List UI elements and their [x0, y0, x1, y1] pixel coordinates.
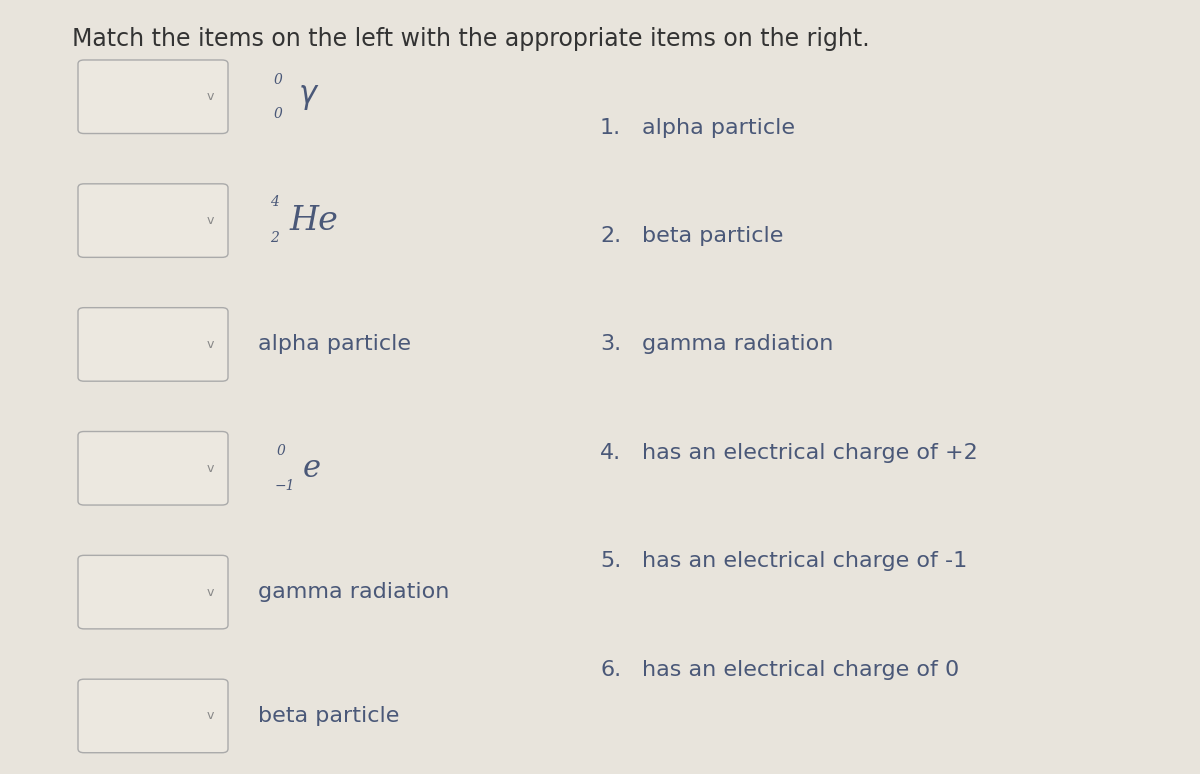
Text: 4.: 4.	[600, 443, 622, 463]
Text: gamma radiation: gamma radiation	[258, 582, 449, 602]
FancyBboxPatch shape	[78, 680, 228, 752]
FancyBboxPatch shape	[78, 432, 228, 505]
FancyBboxPatch shape	[78, 307, 228, 381]
Text: 0: 0	[274, 73, 283, 87]
Text: He: He	[289, 204, 338, 237]
Text: 1.: 1.	[600, 118, 622, 138]
Text: 2: 2	[270, 231, 280, 245]
Text: 5.: 5.	[600, 551, 622, 571]
Text: v: v	[206, 462, 214, 474]
Text: beta particle: beta particle	[258, 706, 400, 726]
Text: alpha particle: alpha particle	[642, 118, 796, 138]
Text: v: v	[206, 586, 214, 598]
Text: gamma radiation: gamma radiation	[642, 334, 833, 354]
Text: has an electrical charge of 0: has an electrical charge of 0	[642, 659, 959, 680]
Text: 4: 4	[270, 195, 280, 209]
FancyBboxPatch shape	[78, 556, 228, 628]
Text: 0: 0	[274, 107, 283, 121]
FancyBboxPatch shape	[78, 184, 228, 257]
Text: alpha particle: alpha particle	[258, 334, 410, 354]
FancyBboxPatch shape	[78, 60, 228, 133]
Text: v: v	[206, 338, 214, 351]
Text: beta particle: beta particle	[642, 226, 784, 246]
Text: v: v	[206, 214, 214, 227]
Text: 6.: 6.	[600, 659, 622, 680]
Text: v: v	[206, 91, 214, 103]
Text: 2.: 2.	[600, 226, 622, 246]
Text: v: v	[206, 710, 214, 722]
Text: −1: −1	[274, 479, 295, 493]
Text: 0: 0	[276, 444, 286, 458]
Text: e: e	[302, 453, 320, 484]
Text: Match the items on the left with the appropriate items on the right.: Match the items on the left with the app…	[72, 27, 870, 51]
Text: has an electrical charge of -1: has an electrical charge of -1	[642, 551, 967, 571]
Text: has an electrical charge of +2: has an electrical charge of +2	[642, 443, 978, 463]
Text: 3.: 3.	[600, 334, 622, 354]
Text: $\gamma$: $\gamma$	[298, 81, 319, 112]
